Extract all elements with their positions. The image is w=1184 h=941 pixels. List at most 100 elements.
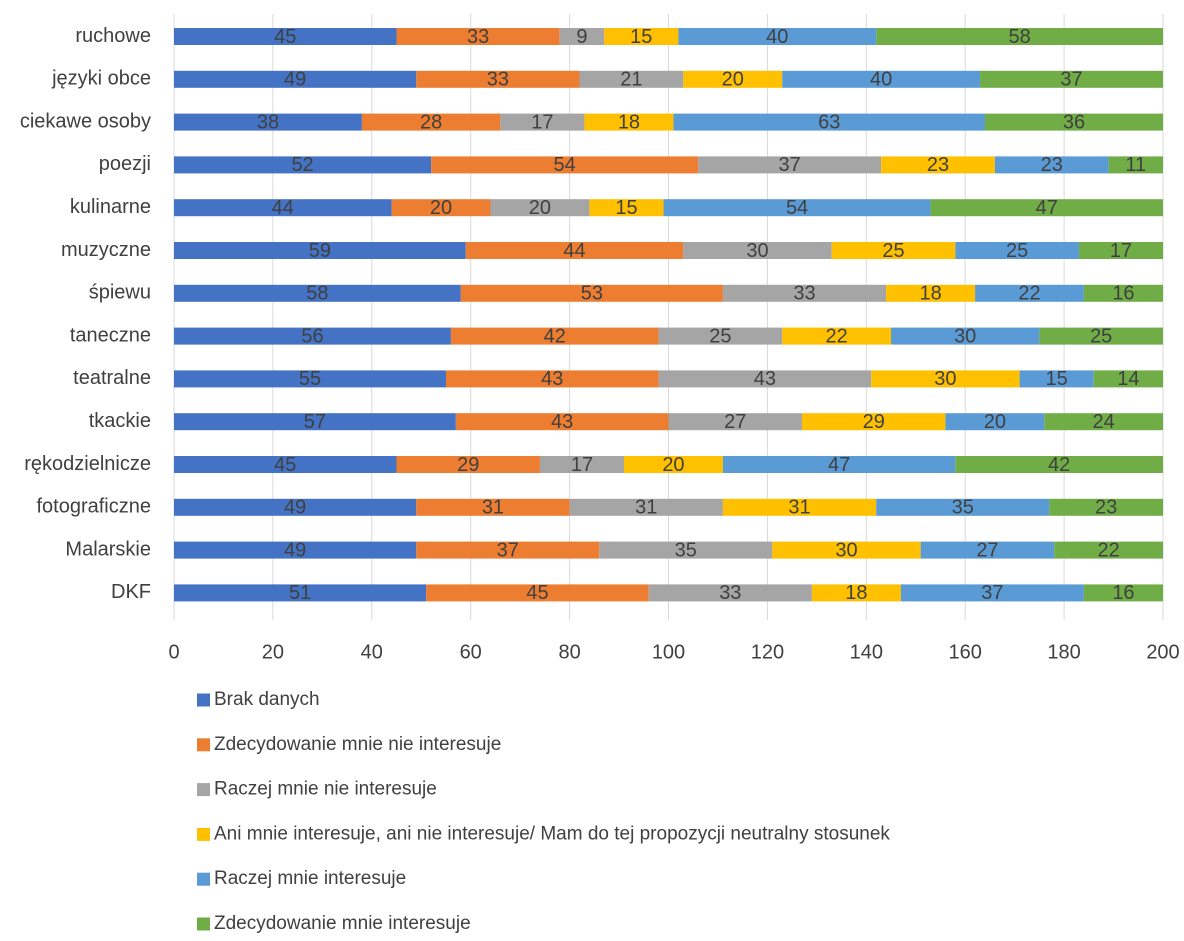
x-tick-label: 100 bbox=[652, 641, 685, 663]
bar-segment bbox=[174, 156, 432, 174]
bar-segment bbox=[416, 541, 600, 559]
bar-value-label: 15 bbox=[615, 197, 637, 219]
bar-segment bbox=[980, 70, 1163, 88]
bar-segment bbox=[975, 284, 1084, 302]
bar-value-label: 54 bbox=[554, 154, 576, 176]
bar-value-label: 25 bbox=[882, 240, 904, 262]
bar-value-label: 24 bbox=[1093, 411, 1115, 433]
bar-value-label: 33 bbox=[487, 69, 509, 91]
bar-segment bbox=[174, 584, 427, 602]
bar-segment bbox=[490, 199, 590, 217]
bar-segment bbox=[678, 28, 877, 45]
bar-segment bbox=[1083, 584, 1163, 602]
bar-value-label: 40 bbox=[766, 26, 788, 48]
bar-value-label: 35 bbox=[952, 497, 974, 519]
bar-value-label: 57 bbox=[304, 411, 326, 433]
bar-segment bbox=[955, 242, 1079, 259]
bar-value-label: 43 bbox=[541, 368, 563, 390]
bar-value-label: 37 bbox=[497, 539, 519, 561]
bar-segment bbox=[361, 113, 501, 131]
bar-segment bbox=[174, 199, 392, 217]
bar-value-label: 56 bbox=[301, 325, 323, 347]
bar-value-label: 54 bbox=[786, 197, 808, 219]
bar-value-label: 25 bbox=[1006, 240, 1028, 262]
x-tick-label: 60 bbox=[460, 641, 482, 663]
bar-value-label: 15 bbox=[630, 26, 652, 48]
bar-value-label: 22 bbox=[826, 325, 848, 347]
bar-segment bbox=[984, 113, 1163, 131]
bar-value-label: 17 bbox=[531, 111, 553, 133]
bar-value-label: 21 bbox=[620, 69, 642, 91]
bar-segment bbox=[722, 284, 887, 302]
bar-value-label: 18 bbox=[618, 111, 640, 133]
bar-segment bbox=[920, 541, 1055, 559]
bar-value-label: 63 bbox=[818, 111, 840, 133]
category-label: fotograficzne bbox=[36, 496, 151, 518]
bar-value-label: 29 bbox=[863, 411, 885, 433]
bar-value-label: 16 bbox=[1112, 582, 1134, 604]
category-label: teatralne bbox=[73, 367, 151, 389]
bar-segment bbox=[1044, 413, 1163, 431]
bar-segment bbox=[559, 28, 605, 45]
x-tick-label: 200 bbox=[1146, 641, 1179, 663]
bar-value-label: 9 bbox=[576, 26, 587, 48]
category-label: Malarskie bbox=[65, 538, 151, 560]
x-tick-label: 40 bbox=[361, 641, 383, 663]
bar-value-label: 49 bbox=[284, 539, 306, 561]
bar-value-label: 17 bbox=[1110, 240, 1132, 262]
category-label: ruchowe bbox=[75, 25, 151, 47]
bar-segment bbox=[396, 28, 560, 45]
bar-segment bbox=[831, 242, 956, 259]
bar-value-label: 27 bbox=[976, 539, 998, 561]
legend-label: Brak danych bbox=[214, 689, 320, 710]
bar-value-label: 49 bbox=[284, 497, 306, 519]
legend-label: Zdecydowanie mnie interesuje bbox=[214, 913, 471, 934]
bar-segment bbox=[782, 327, 892, 345]
bar-segment bbox=[500, 113, 585, 131]
bar-value-label: 11 bbox=[1125, 154, 1146, 176]
bar-segment bbox=[174, 70, 417, 88]
bar-value-label: 36 bbox=[1063, 111, 1085, 133]
bar-value-label: 49 bbox=[284, 69, 306, 91]
bar-segment bbox=[722, 456, 956, 473]
bar-segment bbox=[648, 584, 812, 602]
bar-value-label: 45 bbox=[526, 582, 548, 604]
category-label: poezji bbox=[99, 153, 151, 175]
x-tick-label: 140 bbox=[850, 641, 883, 663]
bar-segment bbox=[886, 284, 976, 302]
bar-segment bbox=[772, 541, 921, 559]
bar-value-label: 31 bbox=[788, 497, 810, 519]
bar-segment bbox=[584, 113, 674, 131]
bar-value-label: 20 bbox=[430, 197, 452, 219]
bar-segment bbox=[174, 113, 362, 131]
bar-segment bbox=[994, 156, 1109, 174]
bar-segment bbox=[174, 242, 466, 259]
x-tick-label: 180 bbox=[1047, 641, 1080, 663]
bar-value-label: 22 bbox=[1097, 539, 1119, 561]
bar-segment bbox=[455, 413, 669, 431]
bar-segment bbox=[945, 413, 1045, 431]
bar-segment bbox=[871, 370, 1020, 388]
bar-value-label: 45 bbox=[274, 454, 296, 476]
bars: 45 33 9 15 40 58 49 33 21 20 40 37 38 28 17 18 63 36 52 54 3… bbox=[174, 26, 1163, 604]
bar-value-label: 58 bbox=[1008, 26, 1030, 48]
bar-segment bbox=[1093, 370, 1163, 388]
legend-swatch bbox=[197, 827, 210, 841]
x-tick-label: 80 bbox=[558, 641, 580, 663]
bar-segment bbox=[445, 370, 659, 388]
bar-segment bbox=[579, 70, 684, 88]
bar-segment bbox=[426, 584, 649, 602]
bar-value-label: 30 bbox=[835, 539, 857, 561]
bar-value-label: 20 bbox=[722, 69, 744, 91]
bar-segment bbox=[673, 113, 985, 131]
category-axis: ruchowe języki obce ciekawe osoby poezji kul… bbox=[20, 25, 151, 603]
bar-value-label: 37 bbox=[981, 582, 1003, 604]
bar-segment bbox=[683, 70, 783, 88]
bar-segment bbox=[1078, 242, 1163, 259]
category-label: DKF bbox=[111, 581, 151, 603]
bar-segment bbox=[1054, 541, 1163, 559]
category-label: tkackie bbox=[89, 410, 151, 432]
legend-label: Ani mnie interesuje, ani nie interesuje/… bbox=[214, 823, 890, 844]
bar-value-label: 44 bbox=[563, 240, 585, 262]
